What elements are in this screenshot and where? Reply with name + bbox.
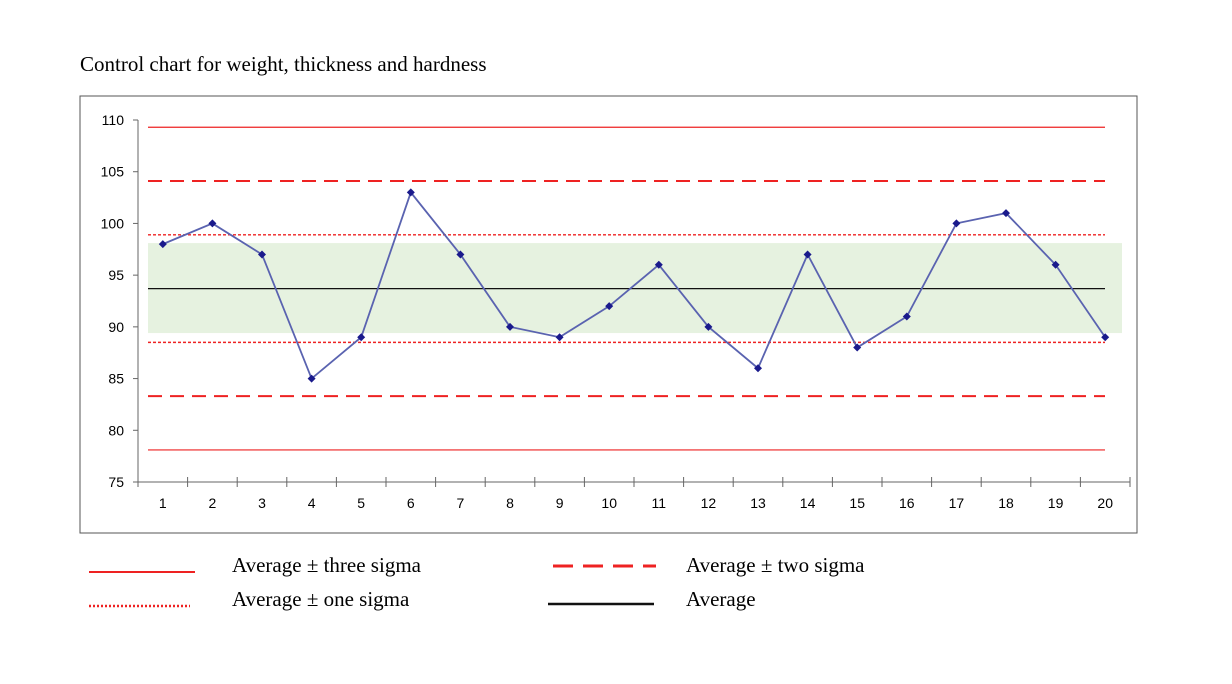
x-tick-label: 1 (159, 495, 167, 511)
legend-swatches (89, 564, 656, 608)
data-point (555, 333, 564, 342)
x-tick-label: 14 (800, 495, 816, 511)
data-point (1101, 333, 1110, 342)
y-tick-label: 105 (101, 164, 125, 180)
legend-label-average: Average (686, 587, 756, 611)
x-tick-labels: 1 2 3 4 5 6 7 8 9 10 11 12 13 14 15 16 17 18 19 20 (159, 495, 1113, 511)
x-tick-label: 9 (556, 495, 564, 511)
x-tick-label: 19 (1048, 495, 1064, 511)
data-point (704, 322, 713, 331)
data-point (258, 250, 266, 259)
data-point (754, 364, 762, 373)
x-tick-label: 15 (849, 495, 865, 511)
x-tick-label: 2 (209, 495, 217, 511)
series-line (162, 190, 1106, 381)
data-point (853, 343, 862, 352)
axes (133, 119, 1131, 487)
data-point (1002, 209, 1010, 218)
data-point (803, 250, 812, 259)
y-tick-label: 95 (108, 267, 124, 283)
data-point (158, 240, 167, 249)
x-tick-label: 3 (258, 495, 266, 511)
y-tick-label: 80 (108, 422, 124, 438)
x-tick-label: 18 (998, 495, 1014, 511)
x-tick-label: 12 (701, 495, 717, 511)
legend-label-one-sigma: Average ± one sigma (232, 587, 410, 611)
data-point (456, 250, 465, 259)
y-tick-label: 75 (108, 474, 124, 490)
x-tick-label: 7 (457, 495, 465, 511)
plot-frame (79, 95, 1138, 534)
data-point (902, 312, 911, 321)
control-limits (148, 126, 1105, 451)
x-tick-label: 10 (601, 495, 617, 511)
chart-title: Control chart for weight, thickness and … (80, 52, 487, 76)
data-point (357, 333, 366, 342)
x-tick-label: 5 (357, 495, 365, 511)
x-tick-label: 11 (652, 495, 667, 511)
y-tick-labels: 75 80 85 90 95 100 105 110 (101, 112, 125, 490)
data-series (158, 188, 1110, 383)
data-point (952, 219, 961, 228)
data-point (406, 188, 415, 197)
y-tick-label: 90 (108, 319, 124, 335)
y-tick-label: 85 (108, 371, 124, 387)
y-tick-label: 110 (102, 112, 125, 128)
x-tick-label: 17 (949, 495, 965, 511)
data-point (208, 219, 217, 228)
data-point (1051, 260, 1060, 269)
data-point (506, 322, 514, 331)
legend-label-three-sigma: Average ± three sigma (232, 553, 421, 577)
data-point (307, 374, 316, 383)
x-tick-label: 4 (308, 495, 316, 511)
x-tick-label: 6 (407, 495, 415, 511)
x-tick-label: 16 (899, 495, 915, 511)
x-tick-label: 8 (506, 495, 514, 511)
legend-label-two-sigma: Average ± two sigma (686, 553, 865, 577)
data-point (605, 302, 614, 311)
x-tick-label: 20 (1097, 495, 1113, 511)
y-tick-label: 100 (101, 215, 125, 231)
x-tick-label: 13 (750, 495, 766, 511)
data-point (654, 260, 663, 269)
